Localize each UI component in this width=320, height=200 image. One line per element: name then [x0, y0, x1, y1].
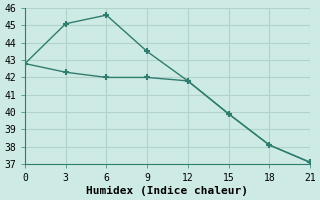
X-axis label: Humidex (Indice chaleur): Humidex (Indice chaleur) — [86, 186, 248, 196]
